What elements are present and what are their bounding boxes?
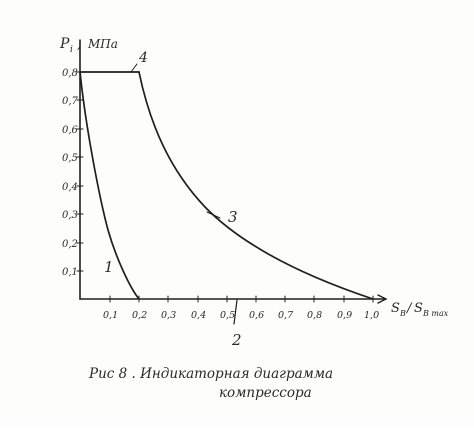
x-tick-label: 0,9 bbox=[337, 310, 352, 321]
svg-text:S: S bbox=[391, 301, 400, 316]
curve-label-3: 3 bbox=[228, 208, 238, 226]
x-tick-label: 0,4 bbox=[191, 310, 206, 321]
svg-text:B max: B max bbox=[422, 309, 449, 318]
x-axis-arrow bbox=[377, 294, 387, 304]
svg-text:МПа: МПа bbox=[87, 37, 118, 51]
svg-text:B: B bbox=[399, 309, 406, 318]
x-tick-label: 0,3 bbox=[161, 310, 176, 321]
expansion-curve-1 bbox=[79, 71, 140, 300]
svg-text:,: , bbox=[77, 36, 81, 52]
caption-line-1: Рис 8 . Индикаторная диаграмма bbox=[88, 366, 333, 382]
x-axis-label: S B / S B max bbox=[391, 301, 449, 318]
svg-text:S: S bbox=[414, 301, 423, 316]
intake-pointer-2 bbox=[233, 299, 238, 325]
y-tick-labels: 0,1 0,2 0,3 0,4 0,5 0,6 0,7 0,8 bbox=[62, 68, 79, 278]
pointer-3 bbox=[206, 211, 221, 219]
y-tick-label: 0,1 bbox=[62, 267, 78, 278]
x-tick-label: 0,1 bbox=[103, 310, 118, 321]
pointer-4 bbox=[130, 63, 138, 73]
y-tick-label: 0,3 bbox=[62, 210, 78, 221]
y-tick-label: 0,7 bbox=[62, 96, 79, 107]
caption-line-2: компрессора bbox=[219, 385, 312, 401]
y-axis-label: P i , МПа bbox=[59, 36, 118, 55]
x-tick-label: 0,2 bbox=[132, 310, 147, 321]
x-tick-labels: 0,1 0,2 0,3 0,4 0,5 0,6 0,7 0,8 0,9 1,0 bbox=[103, 310, 379, 321]
curve-label-2: 2 bbox=[231, 331, 242, 349]
y-tick-label: 0,2 bbox=[62, 239, 78, 250]
svg-text:i: i bbox=[70, 45, 73, 55]
x-tick-label: 0,7 bbox=[278, 310, 294, 321]
y-tick-label: 0,4 bbox=[62, 182, 78, 193]
curve-label-1: 1 bbox=[104, 258, 114, 276]
y-tick-label: 0,8 bbox=[62, 68, 78, 79]
y-tick-label: 0,5 bbox=[62, 153, 78, 164]
y-tick-marks bbox=[76, 71, 84, 272]
compression-curve-3 bbox=[138, 71, 374, 300]
y-tick-label: 0,6 bbox=[62, 125, 79, 136]
x-tick-label: 0,8 bbox=[307, 310, 322, 321]
x-tick-label: 0,6 bbox=[249, 310, 264, 321]
svg-text:P: P bbox=[59, 36, 70, 52]
svg-text:/: / bbox=[405, 301, 413, 316]
x-tick-label: 0,5 bbox=[220, 310, 235, 321]
x-tick-label: 1,0 bbox=[364, 310, 379, 321]
curve-label-4: 4 bbox=[138, 50, 148, 66]
